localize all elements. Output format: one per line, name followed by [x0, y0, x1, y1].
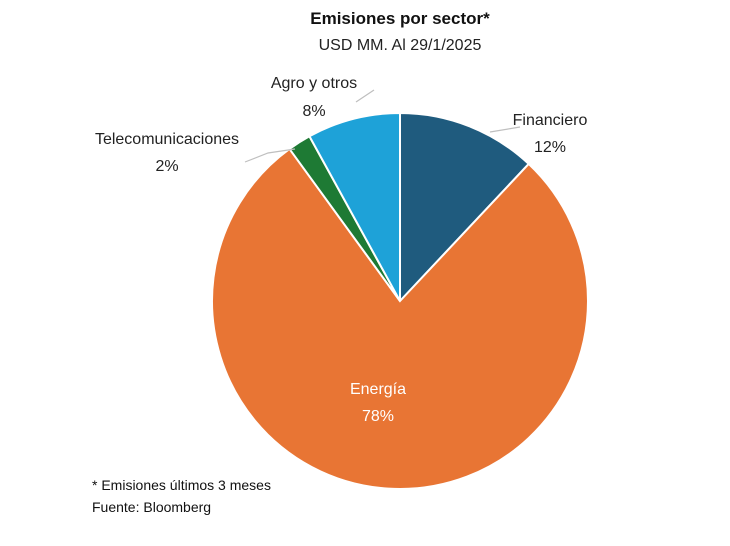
pie-slice-financiero: [399, 111, 531, 304]
leader-line: [355, 89, 375, 103]
slice-label: Energía: [350, 381, 406, 398]
chart-title: Emisiones por sector*: [310, 9, 490, 28]
leader-line: [489, 126, 521, 133]
slice-value-label: 2%: [155, 158, 178, 175]
source-note: Fuente: Bloomberg: [92, 499, 211, 515]
pie-slice-agro-y-otros: [308, 111, 401, 302]
slice-label: Financiero: [513, 112, 588, 129]
slice-label: Agro y otros: [271, 75, 357, 92]
pie-slice-energ-a: [211, 147, 589, 490]
slice-labels: Financiero 12% Energía 78% Telecomunicacione…: [95, 75, 587, 425]
slice-value-label: 8%: [302, 103, 325, 120]
chart-subtitle: USD MM. Al 29/1/2025: [319, 37, 482, 54]
footnote: * Emisiones últimos 3 meses: [92, 477, 271, 493]
pie-slices: [211, 111, 589, 490]
leader-lines: [244, 89, 521, 163]
slice-label: Telecomunicaciones: [95, 131, 239, 148]
leader-line: [244, 148, 296, 163]
slice-value-label: 78%: [362, 408, 394, 425]
slice-value-label: 12%: [534, 139, 566, 156]
